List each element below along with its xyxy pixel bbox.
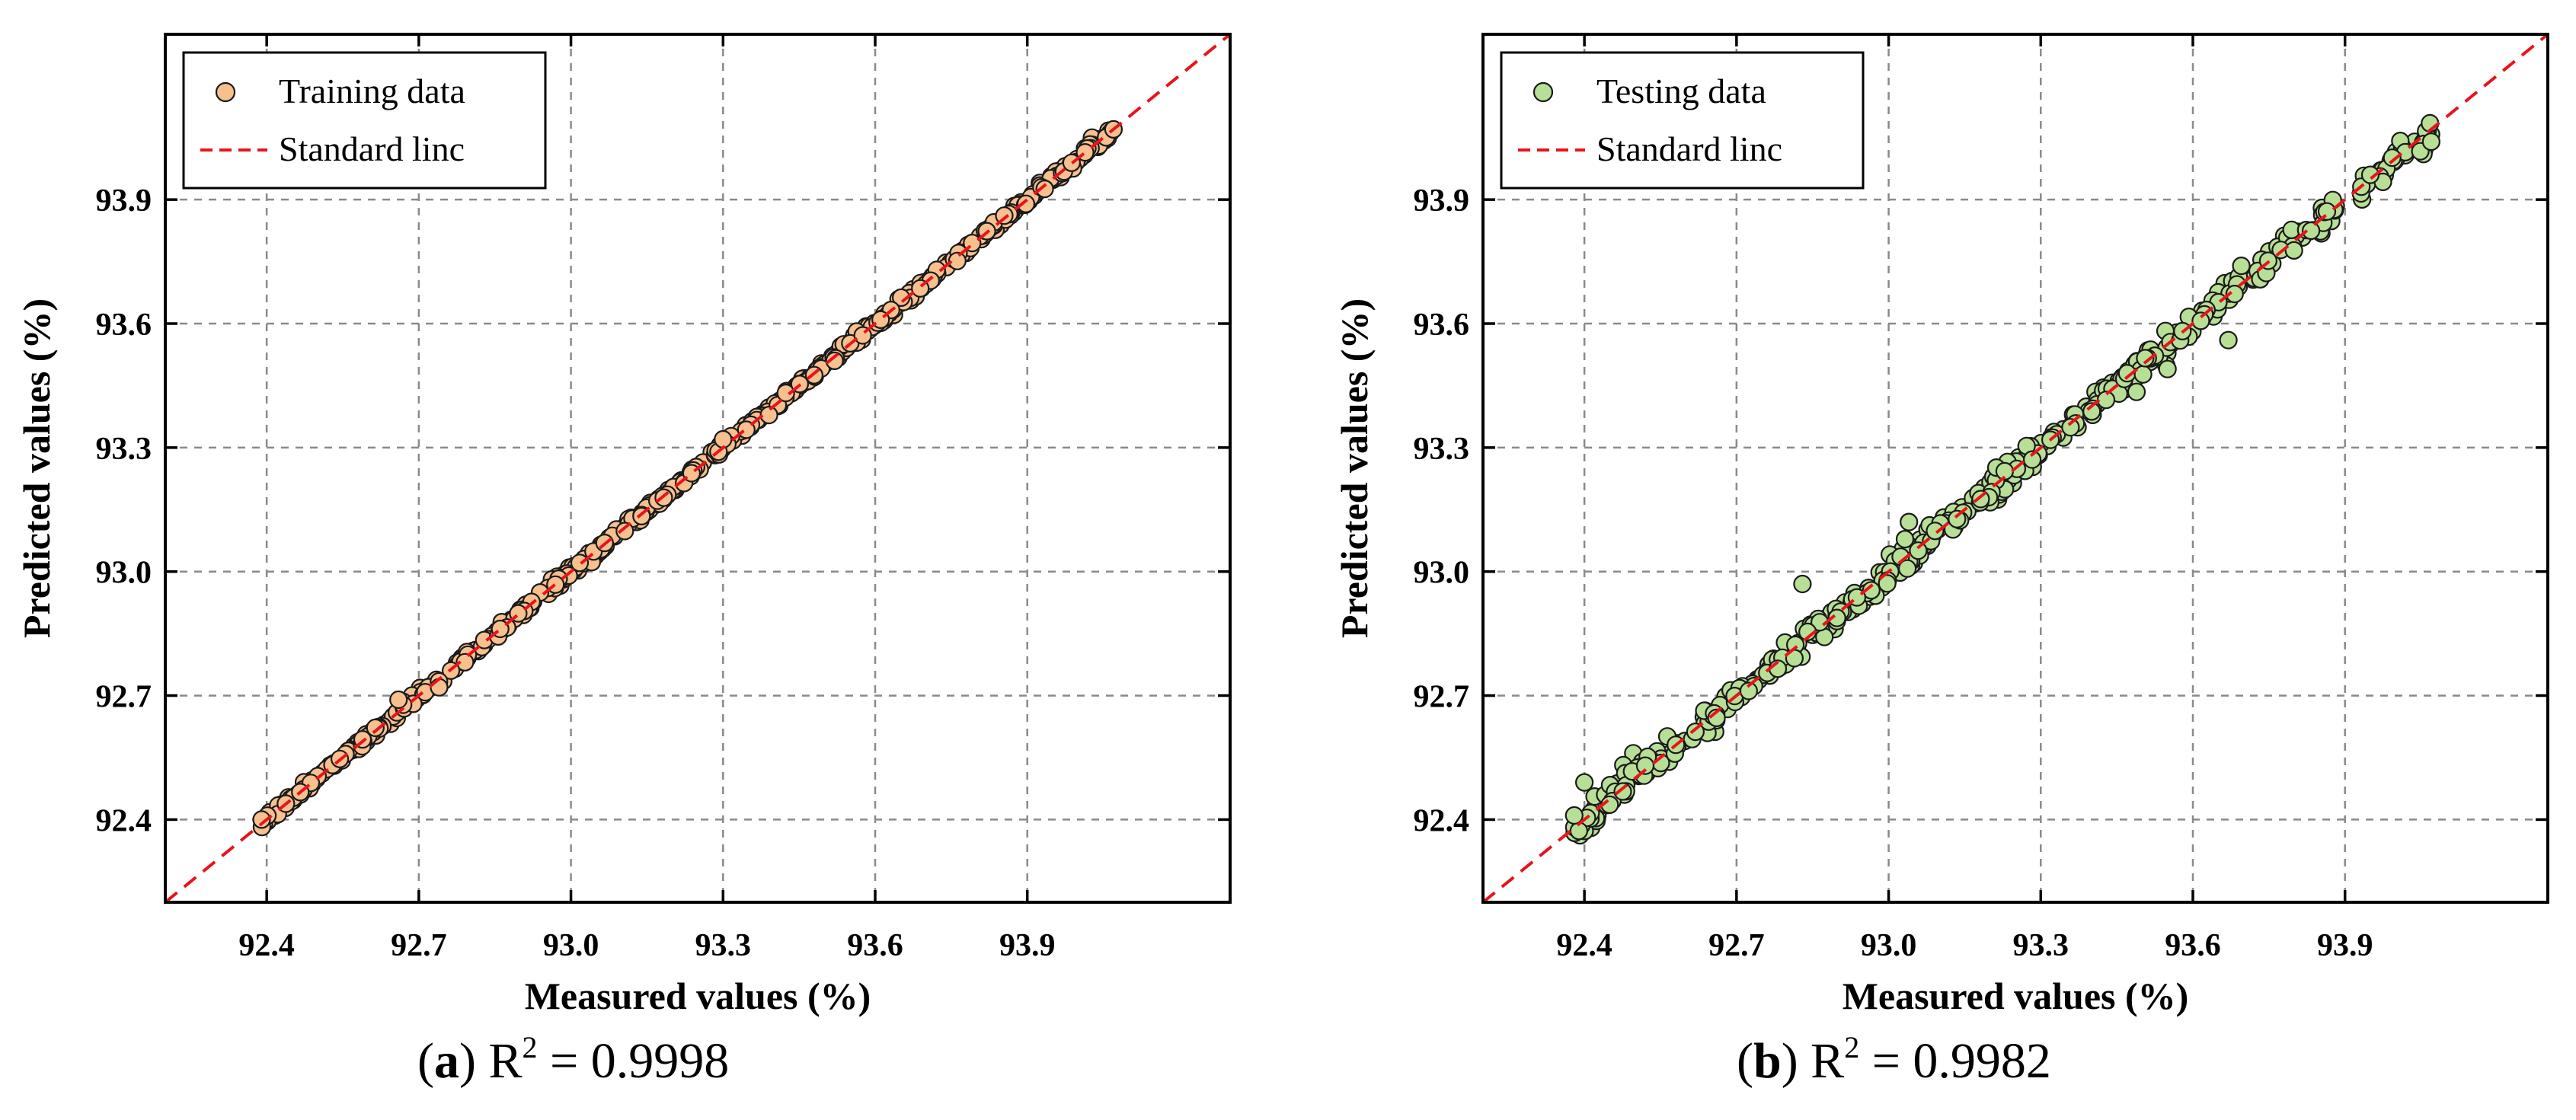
panel-a-point-472 xyxy=(891,288,911,307)
panel-a-point-524 xyxy=(825,351,844,370)
panel-b-point-448 xyxy=(2383,148,2402,168)
panel-a-point-522 xyxy=(430,678,449,697)
panel-a-ytick-label-1: 92.7 xyxy=(96,680,152,715)
panel-b-point-457 xyxy=(2219,330,2238,349)
caption-b-letter: b xyxy=(1753,1033,1782,1089)
panel-b-point-419 xyxy=(2061,418,2080,437)
panel-b-xtick-label-0: 92.4 xyxy=(1556,928,1612,963)
panel-b-point-455 xyxy=(1900,512,1919,531)
panel-b-ytick-label-5: 93.9 xyxy=(1414,183,1470,219)
panel-a-point-473 xyxy=(366,718,385,738)
panel-b-legend-label-data: Testing data xyxy=(1596,72,1766,110)
panel-b-point-434 xyxy=(2133,365,2153,384)
panel-a-axes-frame xyxy=(164,33,1232,904)
panel-b-legend-box xyxy=(1500,51,1865,190)
panel-a-ytick-label-2: 93.0 xyxy=(96,556,152,591)
panel-b-point-386 xyxy=(2232,257,2251,276)
panel-b-point-446 xyxy=(1898,559,1917,578)
panel-b-point-433 xyxy=(2284,241,2303,260)
panel-a-point-462 xyxy=(759,405,778,425)
caption-b-r2-value: = 0.9982 xyxy=(1871,1033,2051,1089)
panel-a-point-518 xyxy=(1016,194,1036,213)
panel-a-point-450 xyxy=(776,383,795,403)
panel-b-point-417 xyxy=(2082,402,2101,421)
panel-a-training-plot: 92.4 92.7 93.0 93.3 93.6 93.9 92.4 92.7 93.0 93.3… xyxy=(15,33,1232,1017)
panel-b-point-391 xyxy=(2127,382,2146,401)
panel-b-legend: Testing data Standard linc xyxy=(1500,51,1865,190)
panel-b-xtick-label-3: 93.3 xyxy=(2013,928,2069,963)
panel-b-ytick-label-3: 93.3 xyxy=(1414,432,1470,467)
panel-b-x-axis-label: Measured values (%) xyxy=(1843,975,2189,1017)
panel-a-legend-label-line: Standard linc xyxy=(279,129,465,168)
panel-a-point-523 xyxy=(714,429,733,449)
panel-b-point-438 xyxy=(2191,311,2210,330)
panel-b-point-295 xyxy=(2225,285,2244,304)
panel-a-point-471 xyxy=(570,554,590,573)
panel-a-point-478 xyxy=(948,251,967,270)
panel-a-xtick-label-1: 92.7 xyxy=(391,928,447,963)
panel-b-point-356 xyxy=(1739,681,1758,700)
panel-b-axes-frame xyxy=(1481,33,2549,904)
panel-a-xtick-label-2: 93.0 xyxy=(543,928,599,963)
panel-a-point-500 xyxy=(1035,180,1054,199)
panel-a-xtick-label-3: 93.3 xyxy=(695,928,752,963)
panel-b-point-349 xyxy=(1827,608,1846,627)
panel-b-y-axis-label: Predicted values (%) xyxy=(1333,298,1376,638)
panel-a-xtick-label-0: 92.4 xyxy=(238,928,295,963)
panel-b-point-458 xyxy=(2360,165,2380,184)
panel-b-xtick-label-4: 93.6 xyxy=(2165,928,2221,963)
panel-b-point-452 xyxy=(1564,806,1584,825)
panel-b-legend-marker xyxy=(1532,81,1554,103)
panel-a-ytick-label-4: 93.6 xyxy=(96,308,152,343)
panel-b-ytick-label-2: 93.0 xyxy=(1414,556,1470,591)
caption-a-r2-value: = 0.9998 xyxy=(549,1033,730,1089)
panel-a-x-axis-label: Measured values (%) xyxy=(525,975,871,1017)
panel-b-xtick-label-5: 93.9 xyxy=(2317,928,2373,963)
panel-a-legend-box xyxy=(182,51,547,190)
caption-a-letter: a xyxy=(433,1033,459,1089)
panel-a-legend-marker xyxy=(215,81,236,103)
panel-b-point-397 xyxy=(2317,202,2337,221)
panel-b-point-454 xyxy=(1793,574,1812,594)
panel-b-testing-plot: 92.4 92.7 93.0 93.3 93.6 93.9 92.4 92.7 93.0 93.3… xyxy=(1333,33,2549,1017)
panel-b-point-367 xyxy=(1895,529,1915,549)
panel-a-xtick-label-4: 93.6 xyxy=(847,928,903,963)
panel-b-point-437 xyxy=(2136,349,2155,368)
panel-a-legend: Training data Standard linc xyxy=(182,51,547,190)
panel-b-point-406 xyxy=(2302,221,2321,241)
panel-b-point-453 xyxy=(1575,773,1594,792)
panel-b-xtick-label-1: 92.7 xyxy=(1708,928,1765,963)
panel-b-ytick-label-1: 92.7 xyxy=(1414,680,1470,715)
panel-b-point-371 xyxy=(1862,581,1881,600)
panel-b-point-459 xyxy=(2421,132,2440,152)
panel-a-legend-label-data: Training data xyxy=(279,72,465,110)
panel-b-ytick-label-0: 92.4 xyxy=(1414,803,1470,838)
panel-b-legend-label-line: Standard linc xyxy=(1596,129,1782,168)
panel-b-point-426 xyxy=(2023,450,2042,469)
panel-a-ytick-label-0: 92.4 xyxy=(96,803,152,838)
panel-b-ytick-label-4: 93.6 xyxy=(1414,308,1470,343)
panel-a-point-521 xyxy=(389,690,408,710)
panel-b-point-456 xyxy=(2158,359,2177,378)
panel-b-point-432 xyxy=(1635,756,1655,775)
panel-a-xtick-label-5: 93.9 xyxy=(999,928,1056,963)
panel-a-point-437 xyxy=(615,522,634,541)
panel-b-xtick-label-2: 93.0 xyxy=(1861,928,1917,963)
panel-b-point-398 xyxy=(1909,541,1928,560)
panel-a-y-axis-label: Predicted values (%) xyxy=(15,298,58,638)
panel-b-point-445 xyxy=(1878,574,1897,593)
panel-a-ytick-label-3: 93.3 xyxy=(96,432,152,467)
caption-a: (a) R2 = 0.9998 xyxy=(417,1030,730,1089)
panel-b-point-442 xyxy=(1948,509,1967,528)
panel-b-point-415 xyxy=(1926,522,1945,541)
panel-a-standard-line xyxy=(164,33,1232,904)
panel-a-ytick-label-5: 93.9 xyxy=(96,183,152,219)
panel-b-point-428 xyxy=(1613,782,1632,801)
panel-b-standard-line xyxy=(1481,33,2549,904)
panel-a-point-479 xyxy=(455,653,475,672)
panel-a-point-520 xyxy=(252,810,271,829)
caption-b: (b) R2 = 0.9982 xyxy=(1737,1030,2051,1089)
panel-b-point-441 xyxy=(2096,391,2116,410)
